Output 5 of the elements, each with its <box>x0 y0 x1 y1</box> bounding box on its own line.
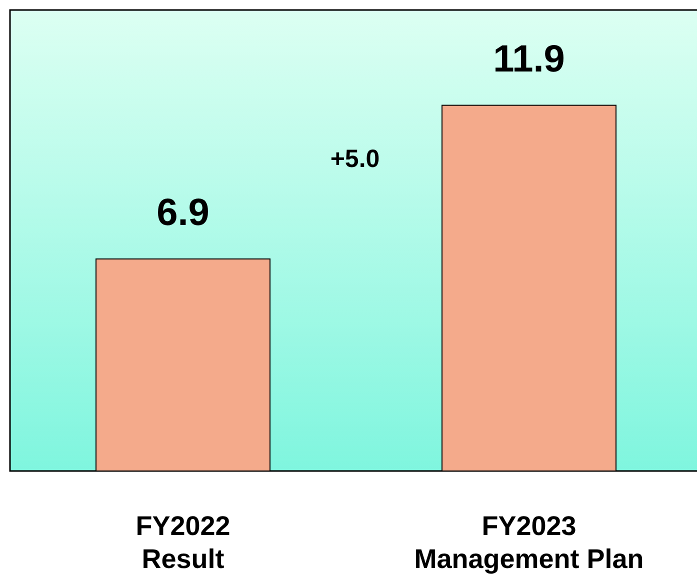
data-label: 11.9 <box>493 38 565 80</box>
data-label: 6.9 <box>156 192 210 234</box>
annotation: +5.0 <box>330 145 380 173</box>
x-tick-label: FY2022 Result <box>136 511 230 574</box>
x-tick-label: FY2023 Management Plan <box>414 511 644 574</box>
